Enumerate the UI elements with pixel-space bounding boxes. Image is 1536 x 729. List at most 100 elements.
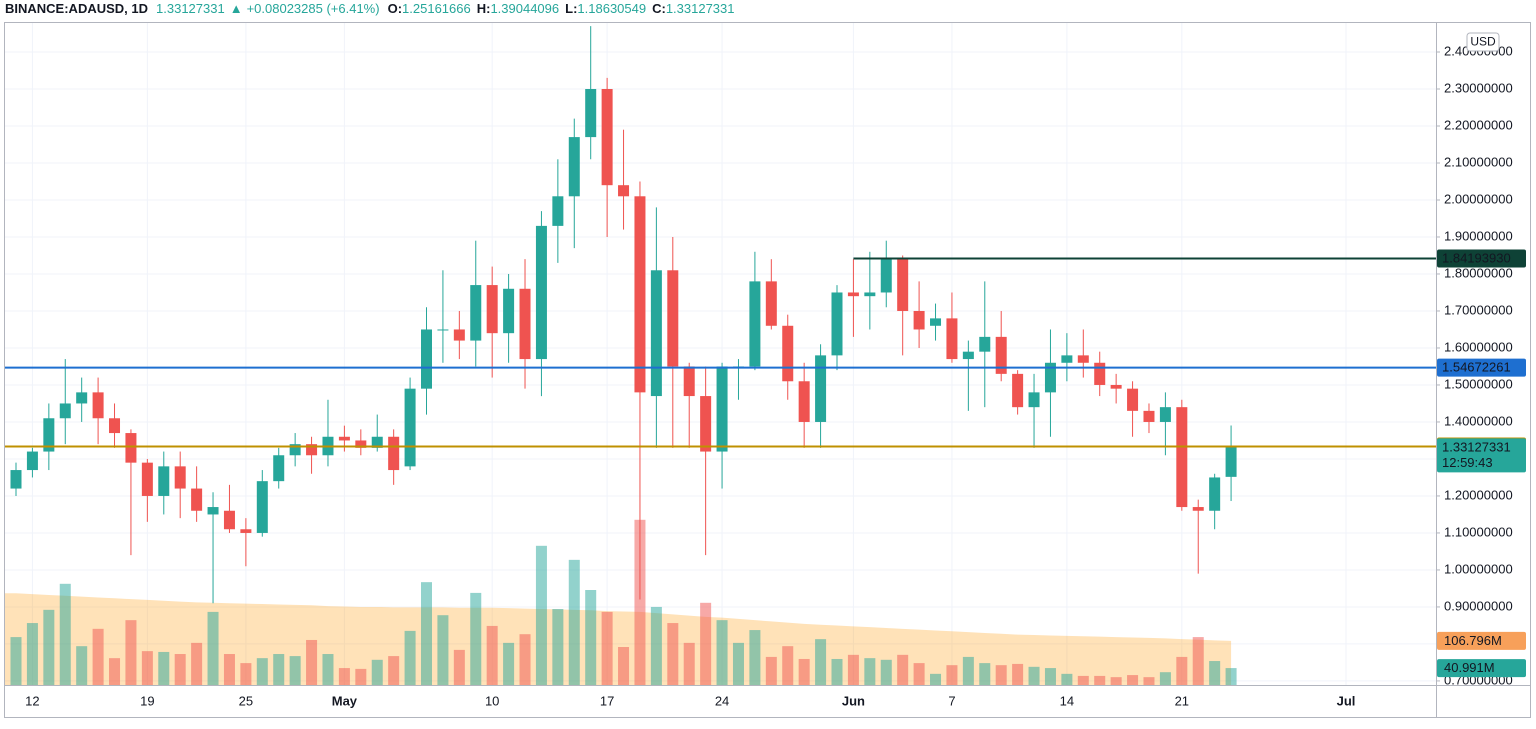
x-tick-label: 12 <box>25 693 39 708</box>
x-tick-label: 19 <box>140 693 154 708</box>
candle-body <box>930 318 942 326</box>
candle-body <box>158 466 170 496</box>
candle-body <box>256 481 268 533</box>
frame <box>4 22 1531 718</box>
candle-body <box>667 270 679 367</box>
volume-bar <box>1110 677 1122 685</box>
candle-body <box>174 466 186 489</box>
volume-bar <box>388 656 400 685</box>
open-label: O: <box>388 1 402 16</box>
volume-bar <box>946 665 958 685</box>
candle-body <box>765 281 777 326</box>
volume-bar <box>700 602 712 685</box>
candle-body <box>913 310 925 330</box>
candle-body <box>306 444 318 456</box>
candle-body <box>43 418 55 452</box>
y-tick-label: 0.90000000 <box>1444 598 1513 613</box>
volume-bar <box>568 559 580 685</box>
level-label: 1.54672261 <box>1442 360 1511 375</box>
grid-layer <box>5 22 1436 685</box>
x-tick-label: 7 <box>948 693 955 708</box>
candle-body <box>1061 355 1073 363</box>
price-tag-layer: 1.841939301.546722611.333591821.33127331… <box>1437 249 1526 678</box>
level-label-bg <box>1437 358 1526 377</box>
volume-bar <box>338 668 350 685</box>
volume-bar <box>913 663 925 685</box>
candle-body <box>355 440 367 448</box>
candle-body <box>92 392 104 419</box>
y-tick-label: 1.40000000 <box>1444 413 1513 428</box>
candle-body <box>782 325 794 382</box>
volume-bar <box>716 620 728 685</box>
candle-body <box>831 292 843 356</box>
volume-bar <box>43 609 55 685</box>
volume-bar <box>1077 675 1089 685</box>
volume-bar <box>125 620 137 685</box>
level-label-bg <box>1437 249 1526 268</box>
volume-bar <box>26 623 38 685</box>
candle-body <box>1127 388 1139 411</box>
currency-box[interactable] <box>1466 32 1500 52</box>
last-price-bg <box>1437 438 1526 473</box>
candle-body <box>650 270 662 397</box>
volume-bar <box>306 639 318 685</box>
candle-body <box>847 292 859 297</box>
volume-bar <box>880 659 892 685</box>
volume-bar <box>158 651 170 685</box>
candle-body <box>1159 407 1171 422</box>
volume-bar <box>273 654 285 685</box>
candle-body <box>1077 355 1089 363</box>
candle-body <box>1225 447 1237 477</box>
volume-ma-tag: 106.796M <box>1444 633 1502 648</box>
candle-body <box>125 433 137 463</box>
candle-body <box>10 470 22 489</box>
candle-body <box>421 329 432 389</box>
volume-bar <box>1225 668 1237 685</box>
x-tick-label: 14 <box>1060 693 1074 708</box>
volume-bar <box>847 654 859 685</box>
volume-bar <box>765 656 777 685</box>
candle-body <box>1192 507 1204 511</box>
x-tick-label: 24 <box>715 693 729 708</box>
volume-bar <box>1143 677 1155 685</box>
volume-bar <box>421 582 432 685</box>
volume-bar <box>979 663 991 685</box>
volume-bar <box>650 606 662 685</box>
level-layer <box>5 257 1436 448</box>
candle-body <box>141 462 153 496</box>
volume-bar <box>535 545 547 685</box>
volume-bar <box>798 658 810 685</box>
candle-body <box>1176 407 1188 508</box>
candle-body <box>749 281 761 367</box>
low-label: L: <box>565 1 577 16</box>
candle-body <box>388 436 400 471</box>
candle-body <box>864 292 876 297</box>
candle-body <box>601 89 613 186</box>
high-label: H: <box>477 1 491 16</box>
volume-bar <box>1044 668 1056 685</box>
candle-body <box>995 336 1007 374</box>
y-tick-label: 1.60000000 <box>1444 339 1513 354</box>
volume-bar <box>191 642 203 685</box>
volume-bar <box>437 615 449 685</box>
candle-body <box>798 381 810 422</box>
candle-body <box>962 351 974 360</box>
symbol: BINANCE:ADAUSD, 1D <box>5 1 148 16</box>
volume-bar <box>289 656 301 685</box>
level-label: 1.84193930 <box>1442 250 1511 265</box>
candle-body <box>815 355 827 422</box>
volume-bar <box>519 634 531 685</box>
candle-body <box>535 225 547 360</box>
candle-body <box>289 444 301 456</box>
x-tick-label: 21 <box>1175 693 1189 708</box>
candle-body <box>223 510 235 530</box>
candle-body <box>1094 362 1106 385</box>
volume-bar <box>1012 663 1024 685</box>
volume-bar <box>831 658 843 685</box>
volume-bar <box>207 611 219 685</box>
header: BINANCE:ADAUSD, 1D 1.33127331 ▲ +0.08023285… <box>5 1 735 16</box>
volume-bar <box>618 647 630 685</box>
candle-layer <box>10 26 1237 604</box>
change: +0.08023285 (+6.41%) <box>247 1 380 16</box>
